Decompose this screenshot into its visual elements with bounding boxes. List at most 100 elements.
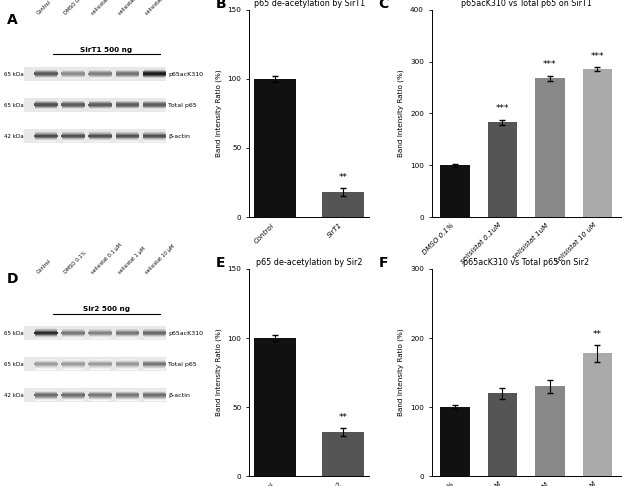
Bar [142,73,166,74]
Text: β-actin: β-actin [168,134,190,139]
Text: **: ** [339,173,347,182]
Y-axis label: Band Intensity Ratio (%): Band Intensity Ratio (%) [216,329,222,417]
Bar [61,363,85,364]
Bar [34,393,58,394]
Bar [143,134,166,135]
Bar [89,75,112,76]
Bar [34,72,58,73]
Bar [90,360,111,361]
Bar [34,332,58,333]
Bar [90,400,110,401]
Bar [117,108,138,109]
Bar [117,368,137,369]
Bar [144,392,166,393]
Bar [117,400,137,401]
Bar [63,78,83,79]
Bar [143,364,166,365]
Bar [144,139,165,140]
Bar [89,335,111,336]
Bar [90,100,110,101]
Text: Total p65: Total p65 [168,103,196,107]
Bar [36,390,56,391]
Bar [144,77,165,78]
Bar [89,76,111,77]
Bar [116,107,139,108]
Bar [36,369,56,370]
Bar [440,165,470,217]
Text: selisistat 10 μM: selisistat 10 μM [144,0,176,16]
Bar [115,135,139,136]
Bar [116,75,139,76]
Bar [24,98,166,112]
Bar [34,75,58,76]
Bar [143,396,166,397]
Bar [62,366,84,367]
Bar [117,367,138,368]
Bar [116,76,139,77]
Bar [117,101,138,102]
Bar [62,107,84,108]
Bar [117,328,137,329]
Bar [35,329,56,330]
Text: E: E [215,257,224,271]
Bar [143,136,166,137]
Bar [61,331,85,332]
Bar [143,74,166,75]
Bar [63,77,84,78]
Bar [115,394,139,395]
Bar [488,122,517,217]
Bar [117,390,137,391]
Bar [63,367,84,368]
Bar [488,393,517,476]
Bar [143,72,166,73]
Text: 65 kDa: 65 kDa [4,330,23,336]
Title: p65acK310 vs Total p65 on SirT1: p65acK310 vs Total p65 on SirT1 [461,0,591,8]
Bar [144,361,166,362]
Bar [36,109,56,110]
Bar [89,362,112,363]
Bar [144,108,165,109]
Bar [144,70,166,71]
Text: p65acK310: p65acK310 [168,330,203,336]
Text: **: ** [339,413,347,422]
Bar [117,139,138,140]
Bar [90,329,111,330]
Bar [89,107,111,108]
Bar [62,397,85,398]
Y-axis label: Band Intensity Ratio (%): Band Intensity Ratio (%) [398,329,404,417]
Title: p65acK310 vs Total p65 on Sir2: p65acK310 vs Total p65 on Sir2 [463,258,589,267]
Bar [116,102,139,103]
Bar [90,359,110,360]
Bar [61,134,85,135]
Text: 65 kDa: 65 kDa [4,362,23,367]
Bar [88,331,112,332]
Bar [62,71,85,72]
Bar [116,396,139,397]
Bar [144,369,165,370]
Bar [143,397,166,398]
Bar [88,363,112,364]
Bar [63,100,83,101]
Bar [117,391,138,392]
Text: β-actin: β-actin [168,393,190,398]
Bar [35,107,57,108]
Bar [88,395,112,396]
Bar [117,109,137,110]
Bar [90,390,110,391]
Bar [144,335,166,336]
Bar [63,359,83,360]
Bar [144,102,166,103]
Bar [144,391,165,392]
Bar [61,105,85,106]
Y-axis label: Band Intensity Ratio (%): Band Intensity Ratio (%) [216,69,222,157]
Bar [143,334,166,335]
Bar [34,395,58,396]
Bar [61,365,85,366]
Bar [36,368,56,369]
Bar [116,335,139,336]
Bar [35,77,56,78]
Bar [115,333,139,334]
Text: B: B [215,0,226,11]
Text: ***: *** [495,104,509,113]
Bar [144,328,165,329]
